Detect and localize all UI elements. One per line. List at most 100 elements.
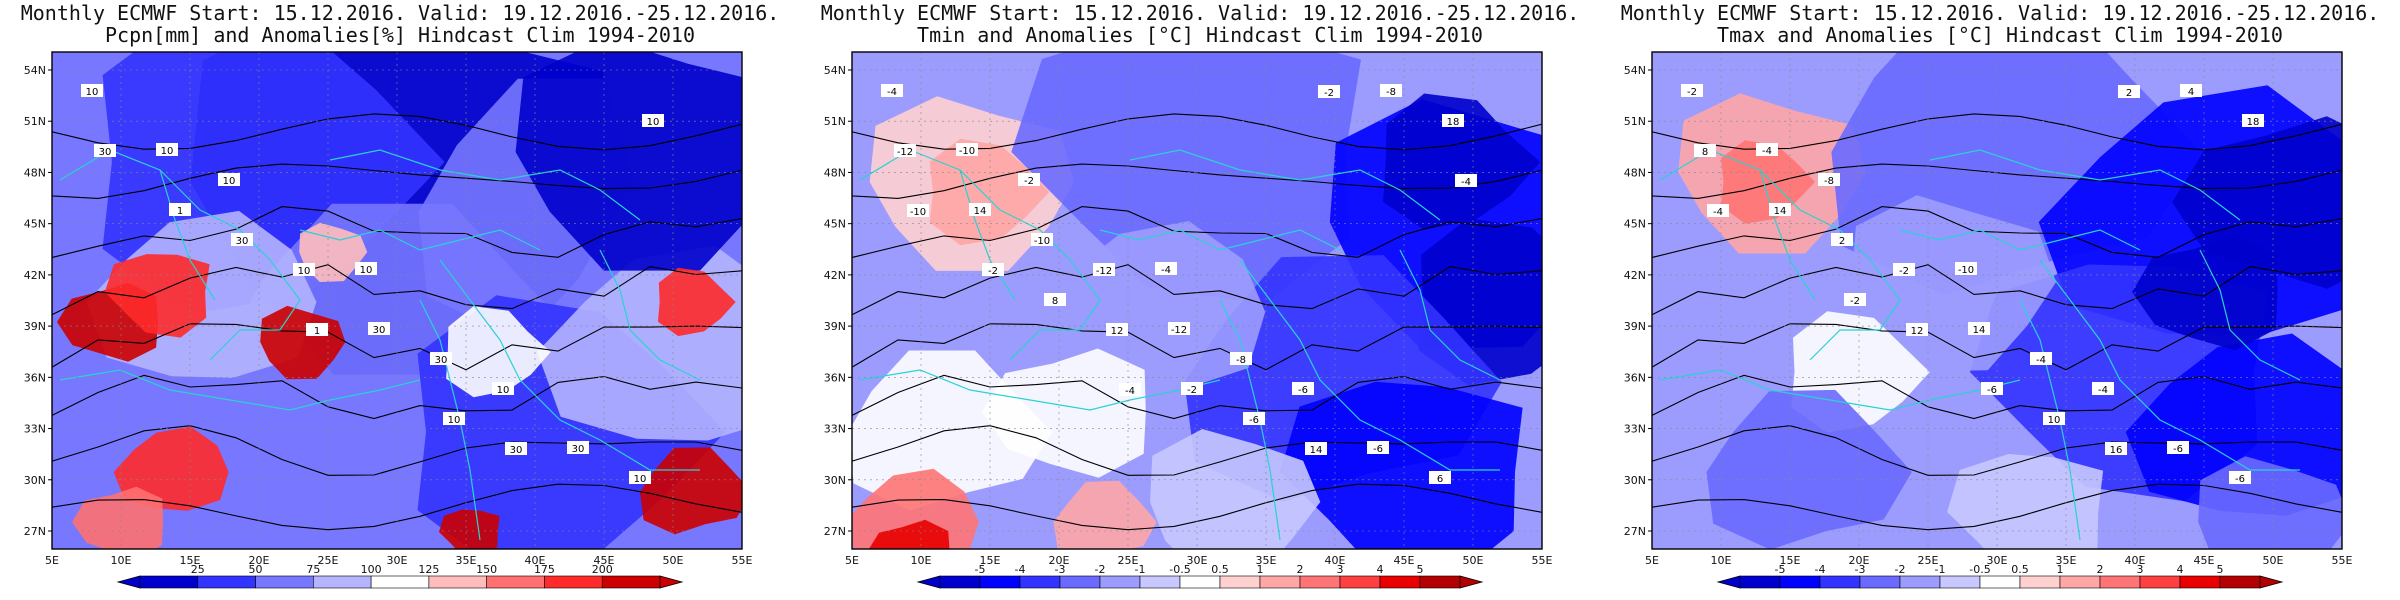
- anomaly-area: [657, 267, 736, 337]
- colorbar-segment: [1259, 575, 1301, 589]
- latitude-label: 39N: [1624, 320, 1646, 333]
- latitude-label: 27N: [824, 525, 846, 538]
- contour-label-box: [1243, 412, 1265, 425]
- colorbar-segment: [2219, 575, 2261, 589]
- colorbar-segment: [370, 575, 430, 589]
- contour-label-box: [368, 322, 390, 335]
- contour-label-box: [1380, 84, 1402, 97]
- colorbar-label: -0.5: [1969, 563, 1990, 576]
- colorbar-label: 2: [1297, 563, 1304, 576]
- colorbar-segment: [313, 575, 372, 589]
- coastline: [1659, 149, 1901, 361]
- colorbar-label: 1: [2057, 563, 2064, 576]
- latitude-label: 33N: [24, 423, 46, 436]
- contour-label: 16: [2110, 445, 2123, 456]
- contour-label-box: [1756, 143, 1778, 156]
- colorbar-segment: [2139, 575, 2181, 589]
- contour-label: 2: [2126, 88, 2132, 99]
- contour-label-box: [1455, 174, 1477, 187]
- colorbar-label: 2: [2097, 563, 2104, 576]
- map-frame: [51, 51, 743, 550]
- contour-label: -4: [2098, 385, 2108, 396]
- contour-label: 10: [448, 415, 461, 426]
- contour-label-box: [1292, 382, 1314, 395]
- colorbar-segment: [1379, 575, 1421, 589]
- colorbar-segment: [1219, 575, 1261, 589]
- colorbar-label: -1: [1935, 563, 1946, 576]
- contour-label: 10: [497, 385, 510, 396]
- contour-label-box: [1906, 323, 1928, 336]
- longitude-label: 25E: [1918, 554, 1939, 567]
- contour-line: [1652, 483, 2342, 531]
- colorbar-label: -4: [1815, 563, 1826, 576]
- colorbar-segment: [1939, 575, 1981, 589]
- contour-label-box: [629, 471, 651, 484]
- colorbar-label: 125: [418, 563, 439, 576]
- coastlines: [1659, 149, 2301, 541]
- contour-label-box: [492, 382, 514, 395]
- colorbar-segment: [255, 575, 314, 589]
- contour-label: -10: [1958, 265, 1974, 276]
- contour-line: [52, 483, 742, 531]
- contour-label: -10: [959, 146, 975, 157]
- latitude-label: 42N: [1624, 269, 1646, 282]
- contour-label-box: [2242, 114, 2264, 127]
- contour-label: 4: [2188, 87, 2194, 98]
- contour-label-box: [2105, 442, 2127, 455]
- contour-label: 1: [177, 206, 183, 217]
- contour-label-box: [2180, 84, 2202, 97]
- longitude-label: 40E: [1325, 554, 1346, 567]
- contour-label-box: [567, 441, 589, 454]
- coastline: [2199, 249, 2301, 381]
- contour-line: [1652, 163, 2342, 199]
- coastline: [329, 149, 641, 221]
- coastline: [299, 229, 541, 251]
- anomaly-area: [1150, 429, 1321, 549]
- contour-label: -12: [1096, 266, 1112, 277]
- latitude-label: 54N: [24, 64, 46, 77]
- panel-title-line1: Monthly ECMWF Start: 15.12.2016. Valid: …: [1620, 1, 2380, 25]
- longitude-label: 30E: [1987, 554, 2008, 567]
- contour-label-box: [156, 143, 178, 156]
- contour-label: 1: [314, 326, 320, 337]
- latitude-label: 54N: [824, 64, 846, 77]
- longitude-label: 5E: [45, 554, 59, 567]
- colorbar-arrow-high: [2259, 575, 2284, 589]
- contour-label-box: [1694, 144, 1716, 157]
- precipitation-colorbar: 25 50 75 100 125 150 175 200: [116, 563, 684, 589]
- longitude-label: 20E: [249, 554, 270, 567]
- contour-label: 10: [223, 176, 236, 187]
- contour-label-box: [1318, 85, 1340, 98]
- longitude-label: 55E: [732, 554, 753, 567]
- contour-label-box: [1230, 352, 1252, 365]
- contour-label: -2: [1024, 176, 1034, 187]
- longitude-label: 35E: [456, 554, 477, 567]
- contour-line: [1652, 264, 2342, 316]
- contour-label-box: [1429, 471, 1451, 484]
- longitude-label: 10E: [1711, 554, 1732, 567]
- longitude-label: 55E: [2332, 554, 2353, 567]
- contour-label-box: [355, 262, 377, 275]
- contour-label-box: [430, 352, 452, 365]
- contour-label: 12: [1911, 326, 1924, 337]
- map-frame: [851, 51, 1543, 550]
- contour-label-box: [2167, 441, 2189, 454]
- panel-title-line2: Tmax and Anomalies [°C] Hindcast Clim 19…: [1717, 23, 2283, 47]
- contour-line: [52, 323, 742, 371]
- latitude-label: 39N: [24, 320, 46, 333]
- longitude-label: 25E: [1118, 554, 1139, 567]
- latitude-label: 27N: [1624, 525, 1646, 538]
- longitude-label: 30E: [387, 554, 408, 567]
- longitude-label: 5E: [845, 554, 859, 567]
- latitude-label: 42N: [824, 269, 846, 282]
- colorbar-label: 175: [534, 563, 555, 576]
- longitude-label: 50E: [663, 554, 684, 567]
- contour-label: -2: [1324, 88, 1334, 99]
- colorbar-segment: [197, 575, 256, 589]
- contour-label: -8: [1236, 355, 1246, 366]
- contour-label: 10: [86, 87, 99, 98]
- coastline: [2019, 299, 2081, 541]
- colorbar-label: -2: [1895, 563, 1906, 576]
- longitude-label: 55E: [1532, 554, 1553, 567]
- longitude-label: 20E: [1049, 554, 1070, 567]
